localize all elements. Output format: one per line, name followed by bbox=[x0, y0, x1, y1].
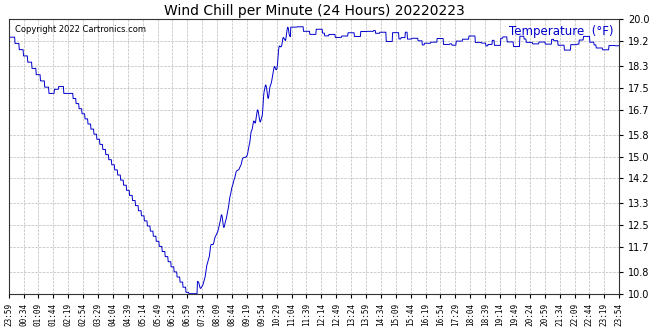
Text: Copyright 2022 Cartronics.com: Copyright 2022 Cartronics.com bbox=[15, 25, 146, 34]
Text: Temperature  (°F): Temperature (°F) bbox=[509, 25, 613, 38]
Title: Wind Chill per Minute (24 Hours) 20220223: Wind Chill per Minute (24 Hours) 2022022… bbox=[164, 4, 464, 18]
